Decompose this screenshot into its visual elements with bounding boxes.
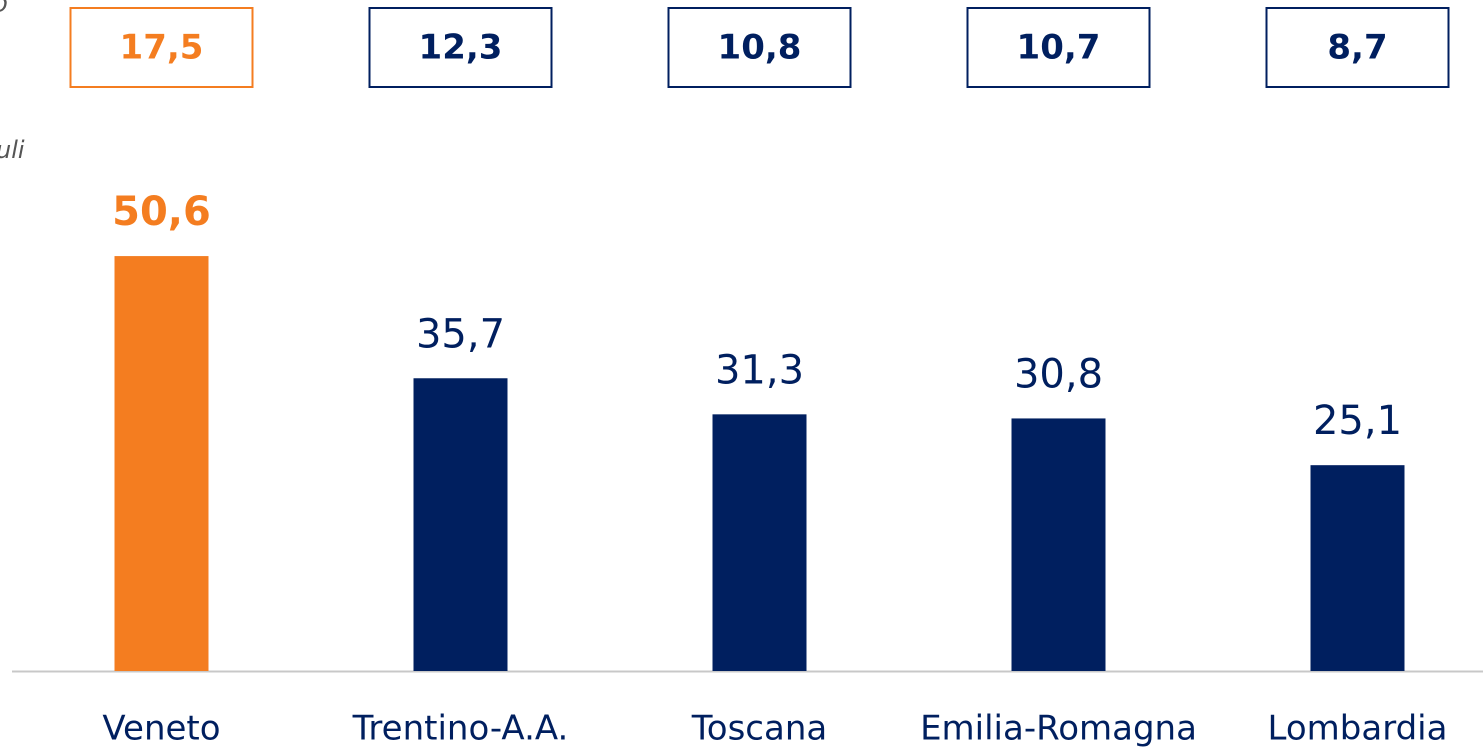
x-tick-label: Trentino-A.A. <box>352 709 569 749</box>
bar <box>1310 465 1405 671</box>
value-label: 30,8 <box>1014 351 1103 397</box>
x-tick-label: Lombardia <box>1268 709 1448 749</box>
value-label: 31,3 <box>715 347 804 393</box>
x-tick-label: Toscana <box>691 709 827 749</box>
value-box <box>966 7 1151 88</box>
bar <box>413 378 508 671</box>
annotation: o <box>0 0 8 19</box>
box-label: 12,3 <box>419 28 503 68</box>
value-label: 35,7 <box>416 311 505 357</box>
bar <box>712 414 807 671</box>
value-box <box>368 7 553 88</box>
bar <box>114 256 209 671</box>
value-label: 25,1 <box>1313 398 1402 444</box>
annotation: uli <box>0 136 25 164</box>
x-tick-label: Veneto <box>102 709 220 749</box>
bar <box>1011 418 1106 671</box>
value-box <box>69 7 254 88</box>
box-label: 10,8 <box>718 28 802 68</box>
x-tick-label: Emilia-Romagna <box>920 709 1197 749</box>
value-box <box>1265 7 1450 88</box>
box-label: 10,7 <box>1017 28 1101 68</box>
value-box <box>667 7 852 88</box>
box-label: 8,7 <box>1327 28 1387 68</box>
value-label: 50,6 <box>112 189 211 235</box>
box-label: 17,5 <box>120 28 204 68</box>
